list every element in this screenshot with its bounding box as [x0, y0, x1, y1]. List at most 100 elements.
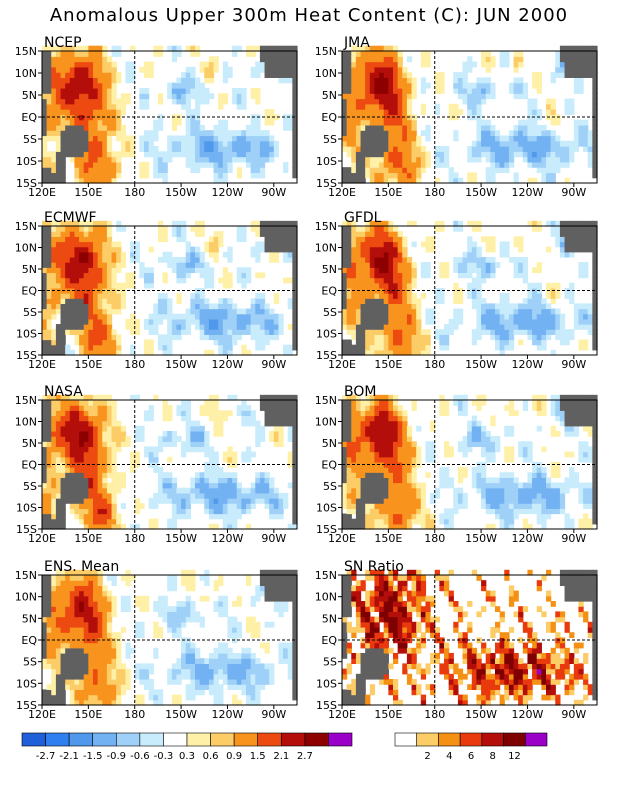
- field-cell: [476, 267, 482, 274]
- field-cell: [365, 410, 371, 417]
- field-cell: [292, 226, 298, 232]
- field-cell: [402, 177, 408, 184]
- field-cell: [379, 492, 385, 499]
- field-cell: [369, 405, 376, 411]
- field-cell: [592, 103, 598, 110]
- field-cell: [578, 241, 584, 248]
- field-cell: [587, 61, 593, 68]
- field-cell: [546, 130, 552, 137]
- field-cell: [111, 405, 117, 411]
- field-cell: [369, 272, 376, 279]
- field-cell: [246, 140, 252, 147]
- field-cell: [116, 477, 122, 484]
- field-cell: [46, 161, 52, 168]
- field-cell: [65, 498, 71, 504]
- field-cell: [283, 405, 289, 411]
- field-cell: [342, 172, 348, 179]
- field-cell: [292, 482, 298, 489]
- field-cell: [264, 410, 270, 417]
- field-cell: [232, 146, 238, 152]
- field-cell: [93, 461, 99, 468]
- field-cell: [259, 492, 266, 499]
- field-cell: [346, 172, 352, 179]
- field-cell: [153, 446, 159, 453]
- field-cell: [379, 82, 385, 89]
- field-cell: [176, 51, 182, 57]
- field-cell: [278, 400, 284, 406]
- field-cell: [541, 318, 547, 325]
- field-cell: [569, 109, 575, 115]
- field-cell: [60, 82, 66, 89]
- field-cell: [46, 508, 52, 515]
- field-cell: [153, 498, 159, 504]
- field-cell: [171, 45, 178, 52]
- field-cell: [374, 482, 380, 489]
- field-cell: [379, 282, 385, 289]
- field-cell: [573, 135, 580, 142]
- field-cell: [93, 293, 99, 299]
- field-cell: [508, 313, 515, 320]
- field-cell: [46, 256, 52, 263]
- field-cell: [181, 72, 187, 78]
- field-cell: [46, 405, 52, 411]
- field-cell: [125, 277, 131, 284]
- field-cell: [185, 508, 191, 515]
- field-cell: [195, 446, 201, 453]
- field-cell: [365, 220, 371, 227]
- field-cell: [550, 231, 556, 237]
- field-cell: [60, 272, 66, 279]
- field-cell: [402, 508, 408, 515]
- field-cell: [55, 66, 62, 73]
- field-cell: [69, 241, 76, 248]
- field-cell: [532, 124, 538, 131]
- field-cell: [383, 51, 389, 57]
- field-cell: [355, 51, 362, 57]
- field-cell: [374, 503, 380, 509]
- field-cell: [269, 334, 275, 341]
- field-cell: [471, 267, 478, 274]
- field-cell: [393, 267, 399, 274]
- field-cell: [292, 77, 298, 84]
- field-cell: [264, 492, 270, 499]
- field-cell: [532, 329, 538, 335]
- field-cell: [388, 329, 394, 335]
- field-cell: [264, 66, 270, 73]
- field-cell: [292, 130, 298, 137]
- field-cell: [402, 98, 408, 105]
- field-cell: [583, 51, 589, 57]
- field-cell: [402, 308, 408, 315]
- field-cell: [393, 303, 399, 310]
- field-cell: [379, 56, 385, 63]
- field-cell: [360, 523, 366, 530]
- field-cell: [351, 318, 357, 325]
- field-cell: [569, 140, 575, 147]
- field-cell: [490, 151, 496, 158]
- field-cell: [97, 420, 103, 427]
- field-cell: [227, 298, 233, 304]
- field-cell: [134, 246, 140, 253]
- field-cell: [65, 77, 71, 84]
- field-cell: [259, 140, 266, 147]
- field-cell: [360, 334, 366, 341]
- field-cell: [195, 430, 201, 437]
- field-cell: [292, 146, 298, 152]
- field-cell: [97, 156, 103, 163]
- field-cell: [374, 329, 380, 335]
- field-cell: [106, 415, 113, 422]
- field-cell: [120, 226, 127, 232]
- field-cell: [106, 82, 113, 89]
- field-cell: [360, 177, 366, 184]
- field-cell: [342, 482, 348, 489]
- field-cell: [93, 135, 99, 142]
- field-cell: [379, 156, 385, 163]
- field-cell: [69, 420, 76, 427]
- field-cell: [383, 324, 389, 330]
- field-cell: [148, 246, 154, 253]
- field-cell: [250, 172, 256, 179]
- field-cell: [157, 339, 164, 346]
- field-cell: [51, 156, 57, 163]
- field-cell: [379, 513, 385, 520]
- field-cell: [342, 308, 348, 315]
- field-cell: [383, 236, 389, 243]
- field-cell: [369, 430, 376, 437]
